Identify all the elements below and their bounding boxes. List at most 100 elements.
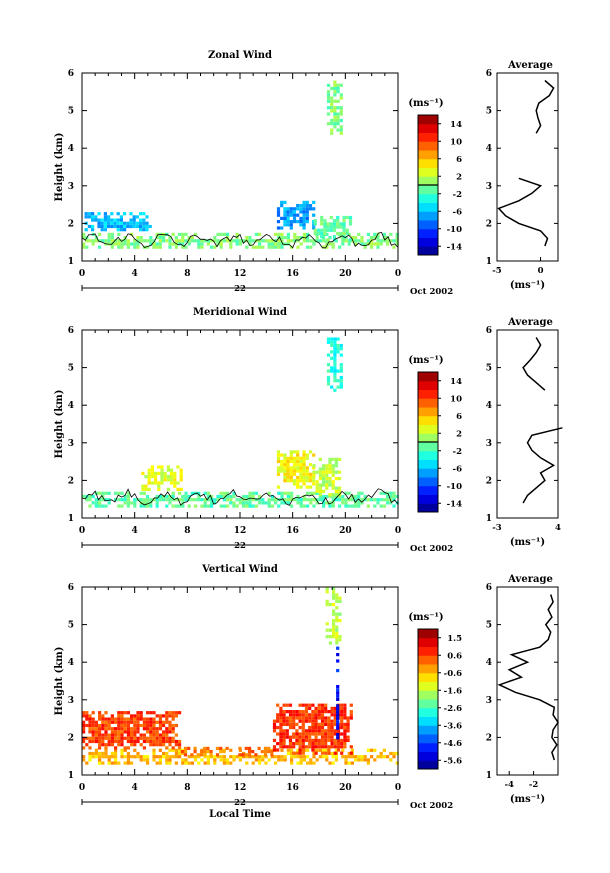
data-cell (107, 215, 111, 219)
data-cell (117, 711, 121, 715)
data-cell (304, 713, 309, 717)
data-cell (150, 475, 154, 479)
data-cell (267, 746, 271, 750)
data-cell (98, 491, 102, 495)
data-cell (333, 347, 337, 351)
data-cell (126, 224, 130, 229)
data-cell (354, 498, 358, 502)
data-cell (299, 758, 303, 762)
data-cell (295, 751, 299, 755)
data-cell (290, 498, 294, 502)
data-cell (309, 491, 313, 495)
data-cell (276, 213, 281, 217)
data-cell (165, 711, 169, 715)
data-cell (379, 242, 383, 246)
data-cell (251, 504, 255, 508)
data-cell (238, 755, 242, 759)
data-cell (332, 235, 337, 239)
data-cell (308, 732, 312, 736)
data-cell (389, 498, 393, 502)
data-cell (304, 719, 309, 723)
data-cell (373, 748, 377, 752)
data-cell (336, 669, 340, 673)
data-cell (219, 755, 223, 759)
data-cell (349, 710, 353, 714)
data-cell (91, 727, 95, 731)
data-cell (85, 736, 89, 740)
data-cell (88, 730, 92, 734)
data-cell (280, 459, 284, 464)
data-cell (283, 216, 287, 220)
data-cell (301, 722, 305, 726)
data-cell (282, 719, 286, 723)
data-cell (343, 732, 347, 736)
data-cell (154, 471, 158, 475)
data-cell (276, 210, 281, 214)
data-cell (146, 736, 150, 740)
data-cell (315, 498, 319, 502)
data-cell (171, 717, 175, 721)
data-cell (272, 745, 277, 749)
data-cell (107, 736, 111, 740)
data-cell (142, 212, 146, 216)
data-cell (333, 366, 337, 370)
data-cell (272, 719, 277, 723)
data-cell (285, 703, 289, 707)
data-cell (149, 498, 153, 502)
data-cell (315, 758, 319, 762)
data-cell (302, 456, 306, 460)
data-cell (136, 714, 140, 718)
data-cell (334, 457, 338, 461)
data-cell (145, 221, 149, 225)
data-cell (317, 732, 321, 736)
data-cell (286, 501, 290, 505)
data-cell (146, 730, 150, 734)
data-cell (327, 745, 331, 749)
panel-title: Zonal Wind (208, 50, 272, 61)
data-cell (312, 755, 316, 759)
data-cell (323, 231, 327, 236)
data-cell (322, 755, 326, 759)
data-cell (280, 501, 284, 505)
date-label: 22 (234, 798, 246, 808)
data-cell (216, 242, 220, 246)
data-cell (296, 475, 300, 480)
data-cell (306, 748, 310, 752)
x-tick-label: 0 (395, 269, 401, 279)
data-cell (162, 743, 166, 747)
data-cell (184, 491, 188, 495)
data-cell (330, 732, 334, 736)
data-cell (341, 748, 345, 752)
data-cell (82, 232, 86, 236)
data-cell (299, 466, 303, 470)
data-cell (103, 221, 107, 225)
data-cell (222, 239, 226, 243)
data-cell (98, 736, 102, 740)
data-cell (114, 761, 118, 765)
data-cell (333, 118, 337, 123)
data-cell (279, 726, 283, 730)
data-cell (318, 470, 322, 474)
data-cell (292, 742, 296, 746)
data-cell (107, 743, 111, 747)
data-cell (280, 245, 284, 249)
data-cell (238, 242, 242, 246)
data-cell (144, 475, 148, 479)
data-cell (261, 501, 265, 505)
x-tick-label: 4 (132, 269, 138, 279)
profile-line (497, 177, 549, 247)
profile-x-tick-label: 4 (555, 523, 561, 533)
data-cell (206, 755, 210, 759)
data-cell (285, 710, 289, 714)
data-cell (363, 242, 367, 246)
data-cell (292, 456, 297, 460)
profile-line (535, 79, 555, 134)
data-cell (190, 498, 194, 502)
data-cell (155, 727, 159, 731)
colorbar-swatch (418, 185, 438, 195)
data-cell (136, 736, 140, 740)
data-cell (277, 491, 281, 495)
colorbar-swatch (418, 459, 438, 469)
data-cell (363, 498, 367, 502)
colorbar-swatch (418, 494, 438, 504)
